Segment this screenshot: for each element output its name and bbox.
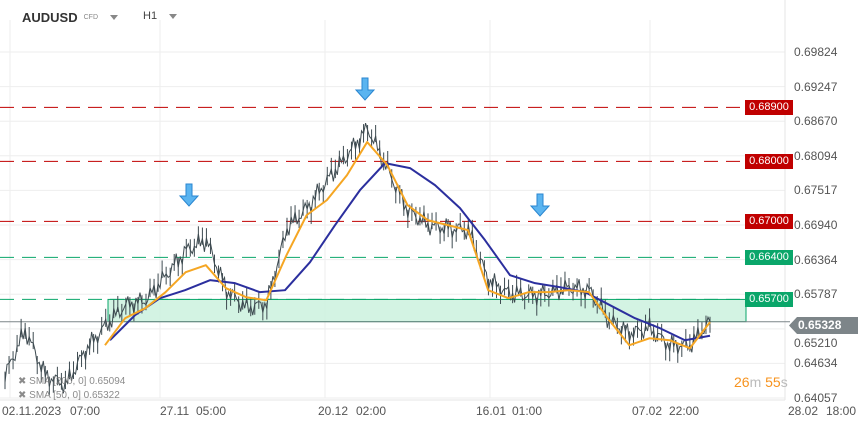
x-tick-label: 16.01	[476, 404, 507, 418]
y-tick-label: 0.69247	[794, 79, 838, 94]
down-arrow-icon	[529, 193, 551, 217]
symbol-name: AUDUSD	[22, 10, 78, 25]
y-tick-label: 0.65787	[794, 287, 838, 302]
level-price-tag[interactable]: 0.67000	[745, 214, 793, 230]
x-tick-label: 01:00	[512, 404, 543, 418]
level-price-tag[interactable]: 0.66400	[745, 250, 793, 266]
timeframe-selector[interactable]: H1	[143, 10, 178, 22]
x-tick-label: 05:00	[196, 404, 227, 418]
timeframe-label: H1	[143, 10, 158, 22]
legend-sma200[interactable]: ✖ SMA [200, 0] 0.65094	[18, 376, 126, 387]
x-tick-label: 27.11	[160, 404, 190, 418]
close-icon[interactable]: ✖	[18, 376, 30, 387]
sma50-line	[104, 141, 711, 350]
y-tick-label: 0.64057	[794, 391, 838, 405]
y-tick-label: 0.67517	[794, 183, 838, 198]
symbol-type: CFD	[83, 14, 99, 21]
x-tick-label: 07:00	[70, 404, 101, 418]
y-tick-label: 0.64634	[794, 356, 838, 371]
support-zone	[107, 298, 747, 323]
x-tick-label: 20.12	[318, 404, 349, 418]
y-tick-label: 0.69824	[794, 45, 838, 59]
y-tick-label: 0.68094	[794, 148, 838, 163]
current-price-tag: 0.65328	[789, 317, 858, 334]
x-tick-label: 02.11.2023	[2, 404, 62, 418]
y-tick-label: 0.66364	[794, 252, 838, 267]
price-series	[4, 123, 711, 394]
level-price-tag[interactable]: 0.68900	[745, 100, 793, 116]
y-tick-label: 0.68670	[794, 114, 838, 129]
down-arrow-icon	[178, 183, 200, 207]
x-tick-label: 28.02	[788, 404, 819, 418]
y-tick-label: 0.65210	[794, 336, 838, 350]
close-icon[interactable]: ✖	[18, 390, 30, 401]
chevron-down-icon[interactable]	[169, 13, 178, 19]
level-price-tag[interactable]: 0.65700	[745, 292, 793, 308]
x-tick-label: 18:00	[826, 404, 857, 418]
candle-timer: 26m 55s	[734, 374, 788, 390]
x-tick-label: 02:00	[356, 404, 387, 418]
down-arrow-icon	[354, 77, 376, 101]
level-price-tag[interactable]: 0.68000	[745, 154, 793, 170]
legend-sma50[interactable]: ✖ SMA [50, 0] 0.65322	[18, 390, 120, 401]
chevron-down-icon[interactable]	[110, 15, 119, 20]
y-tick-label: 0.66940	[794, 218, 838, 233]
x-tick-label: 22:00	[669, 404, 700, 418]
x-tick-label: 07.02	[632, 404, 663, 418]
symbol-selector[interactable]: AUDUSD CFD	[22, 10, 119, 25]
sma200-line	[109, 162, 711, 342]
